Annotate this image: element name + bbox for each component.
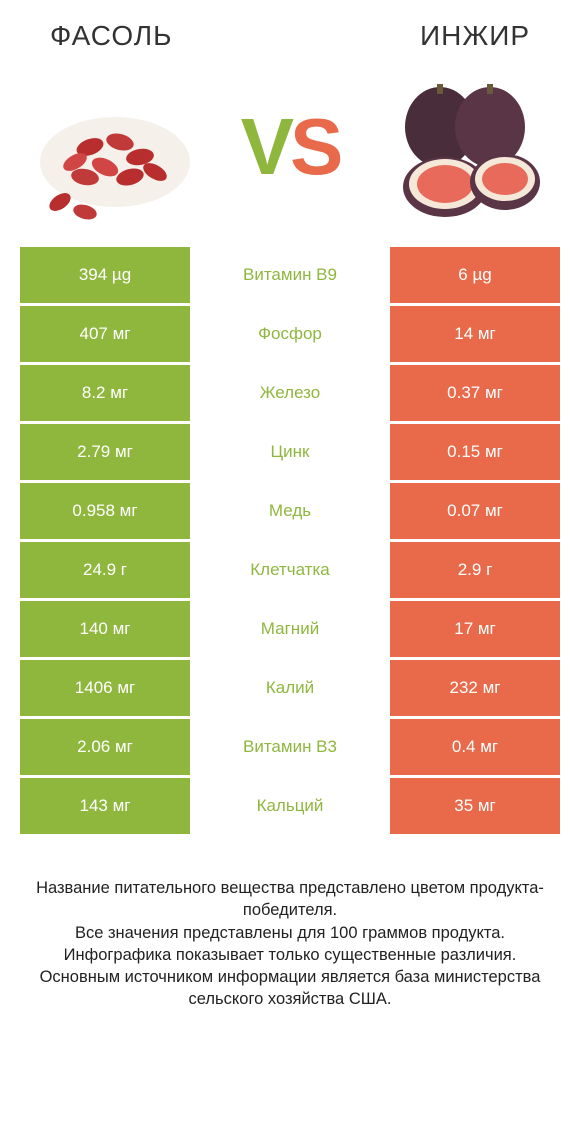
table-row: 1406 мгКалий232 мг (20, 660, 560, 716)
table-row: 8.2 мгЖелезо0.37 мг (20, 365, 560, 421)
footer-notes: Название питательного вещества представл… (0, 837, 580, 1011)
comparison-table: 394 µgВитамин B96 µg407 мгФосфор14 мг8.2… (0, 247, 580, 834)
right-value: 0.4 мг (390, 719, 560, 775)
right-value: 0.15 мг (390, 424, 560, 480)
right-value: 0.37 мг (390, 365, 560, 421)
footer-line-1: Название питательного вещества представл… (25, 877, 555, 922)
left-value: 143 мг (20, 778, 190, 834)
table-row: 140 мгМагний17 мг (20, 601, 560, 657)
nutrient-label: Железо (190, 365, 390, 421)
nutrient-label: Медь (190, 483, 390, 539)
left-value: 394 µg (20, 247, 190, 303)
nutrient-label: Кальций (190, 778, 390, 834)
left-value: 140 мг (20, 601, 190, 657)
nutrient-label: Калий (190, 660, 390, 716)
right-value: 232 мг (390, 660, 560, 716)
table-row: 394 µgВитамин B96 µg (20, 247, 560, 303)
table-row: 24.9 гКлетчатка2.9 г (20, 542, 560, 598)
left-food-image (30, 72, 200, 222)
table-row: 143 мгКальций35 мг (20, 778, 560, 834)
table-row: 407 мгФосфор14 мг (20, 306, 560, 362)
footer-line-3: Инфографика показывает только существенн… (25, 944, 555, 966)
left-value: 0.958 мг (20, 483, 190, 539)
table-row: 2.06 мгВитамин B30.4 мг (20, 719, 560, 775)
left-value: 2.06 мг (20, 719, 190, 775)
images-row: VS (0, 62, 580, 247)
right-value: 2.9 г (390, 542, 560, 598)
nutrient-label: Витамин B9 (190, 247, 390, 303)
right-value: 6 µg (390, 247, 560, 303)
left-value: 1406 мг (20, 660, 190, 716)
right-value: 14 мг (390, 306, 560, 362)
right-food-image (380, 72, 550, 222)
left-title: Фасоль (50, 20, 173, 52)
left-value: 407 мг (20, 306, 190, 362)
right-value: 0.07 мг (390, 483, 560, 539)
footer-line-2: Все значения представлены для 100 граммо… (25, 922, 555, 944)
nutrient-label: Цинк (190, 424, 390, 480)
nutrient-label: Фосфор (190, 306, 390, 362)
left-value: 2.79 мг (20, 424, 190, 480)
table-row: 2.79 мгЦинк0.15 мг (20, 424, 560, 480)
vs-s: S (290, 102, 339, 191)
left-value: 24.9 г (20, 542, 190, 598)
vs-label: VS (241, 101, 340, 193)
nutrient-label: Магний (190, 601, 390, 657)
table-row: 0.958 мгМедь0.07 мг (20, 483, 560, 539)
right-value: 17 мг (390, 601, 560, 657)
footer-line-4: Основным источником информации является … (25, 966, 555, 1011)
right-value: 35 мг (390, 778, 560, 834)
nutrient-label: Клетчатка (190, 542, 390, 598)
left-value: 8.2 мг (20, 365, 190, 421)
vs-v: V (241, 102, 290, 191)
right-title: Инжир (420, 20, 530, 52)
nutrient-label: Витамин B3 (190, 719, 390, 775)
header: Фасоль Инжир (0, 0, 580, 62)
